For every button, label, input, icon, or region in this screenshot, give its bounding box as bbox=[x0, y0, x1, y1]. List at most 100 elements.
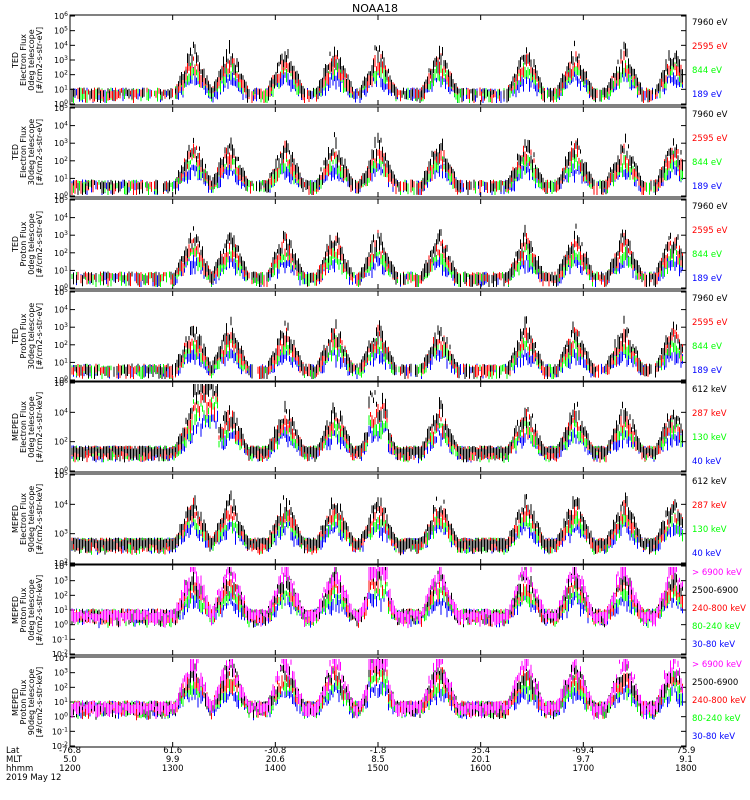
y-tick-label: 102 bbox=[54, 590, 68, 600]
y-tick-label: 100 bbox=[54, 191, 68, 201]
legend-entry: 844 eV bbox=[692, 66, 722, 76]
y-tick-label: 105 bbox=[54, 103, 68, 113]
legend-entry: 80-240 keV bbox=[692, 714, 741, 724]
legend-entry: 130 keV bbox=[692, 433, 727, 443]
y-axis-label: TEDElectron Flux30deg telescope[#/cm2-s-… bbox=[11, 119, 44, 186]
footer-lat: 61.6 bbox=[163, 746, 182, 756]
y-tick-label: 105 bbox=[54, 470, 68, 480]
y-tick-label: 102 bbox=[54, 248, 68, 258]
series-trace bbox=[73, 132, 683, 195]
y-tick-label: 104 bbox=[54, 653, 68, 663]
legend-entry: 7960 eV bbox=[692, 202, 728, 212]
y-tick-label: 101 bbox=[54, 357, 68, 367]
y-tick-label: 10-1 bbox=[52, 726, 68, 736]
panel-3: 100 101 102 103 104 105 TEDProton Flux0deg tel… bbox=[11, 195, 728, 293]
series-trace bbox=[71, 659, 683, 721]
footer-hhmm: 1200 bbox=[59, 764, 81, 774]
legend-entry: 30-80 keV bbox=[692, 640, 735, 650]
y-tick-label: 10-1 bbox=[52, 634, 68, 644]
legend-entry: 2595 eV bbox=[692, 318, 728, 328]
y-tick-label: 101 bbox=[54, 173, 68, 183]
y-axis-label: TEDProton Flux30deg telescope[#/cm2-s-st… bbox=[11, 303, 44, 370]
panel-1: 100 101 102 103 104 105 106 TEDElectron Flux0de… bbox=[11, 11, 728, 109]
legend-entry: 844 eV bbox=[692, 342, 722, 352]
footer-row-label: hhmm bbox=[6, 764, 33, 774]
y-tick-label: 102 bbox=[54, 70, 68, 80]
series-trace bbox=[77, 229, 683, 287]
footer-lat: 35.4 bbox=[471, 746, 490, 756]
series-trace bbox=[71, 384, 683, 463]
legend-entry: 2500-6900 bbox=[692, 678, 738, 688]
y-tick-label: 105 bbox=[54, 26, 68, 36]
footer-hhmm: 1600 bbox=[470, 764, 492, 774]
series-trace bbox=[71, 40, 683, 103]
footer-hhmm: 1500 bbox=[367, 764, 389, 774]
y-axis-label: TEDProton Flux0deg telescope[#/cm2-s-str… bbox=[11, 211, 44, 277]
y-tick-label: 104 bbox=[54, 561, 68, 571]
legend-entry: 7960 eV bbox=[692, 18, 728, 28]
footer-lat: -76.8 bbox=[59, 746, 81, 756]
y-tick-label: 104 bbox=[54, 213, 68, 223]
panel-4: 100 101 102 103 104 105 TEDProton Flux30deg te… bbox=[11, 287, 728, 385]
footer-mlt: 9.1 bbox=[679, 755, 693, 765]
y-tick-label: 100 bbox=[54, 466, 68, 476]
y-axis-label: MEPEDElectron Flux90deg telescope[#/cm2-… bbox=[11, 484, 44, 555]
legend-entry: 189 eV bbox=[692, 90, 722, 100]
legend-entry: 287 keV bbox=[692, 501, 727, 511]
panel-8: 10-2 10-1 100 101 102 103 104 MEPEDProton Flux9… bbox=[11, 653, 746, 751]
legend-entry: 2595 eV bbox=[692, 226, 728, 236]
legend-entry: 7960 eV bbox=[692, 294, 728, 304]
y-tick-label: 100 bbox=[54, 99, 68, 109]
legend-entry: > 6900 keV bbox=[692, 568, 742, 578]
y-axis-label: MEPEDProton Flux90deg telescope[#/cm2-s-… bbox=[11, 667, 44, 738]
legend-entry: 30-80 keV bbox=[692, 732, 735, 742]
legend-entry: 844 eV bbox=[692, 250, 722, 260]
footer-hhmm: 1400 bbox=[265, 764, 287, 774]
legend-entry: 287 keV bbox=[692, 409, 727, 419]
y-axis-label: MEPEDProton Flux0deg telescope[#/cm2-s-s… bbox=[11, 575, 44, 646]
legend-entry: 2595 eV bbox=[692, 134, 728, 144]
y-tick-label: 100 bbox=[54, 712, 68, 722]
footer-row-label: 2019 May 12 bbox=[6, 773, 61, 783]
footer-mlt: 8.5 bbox=[371, 755, 385, 765]
legend-entry: 240-800 keV bbox=[692, 696, 746, 706]
legend-entry: 844 eV bbox=[692, 158, 722, 168]
y-tick-label: 101 bbox=[54, 265, 68, 275]
legend-entry: 2595 eV bbox=[692, 42, 728, 52]
y-tick-label: 101 bbox=[54, 605, 68, 615]
y-tick-label: 103 bbox=[54, 668, 68, 678]
footer-lat: -30.8 bbox=[264, 746, 286, 756]
series-trace bbox=[71, 567, 683, 629]
y-tick-label: 102 bbox=[54, 156, 68, 166]
footer-mlt: 9.9 bbox=[166, 755, 180, 765]
y-tick-label: 104 bbox=[54, 407, 68, 417]
y-axis-label: MEPEDElectron Flux0deg telescope[#/cm2-s… bbox=[11, 392, 44, 463]
y-tick-label: 104 bbox=[54, 499, 68, 509]
y-tick-label: 103 bbox=[54, 322, 68, 332]
panel-6: 102 103 104 105 MEPEDElectron Flux90deg tele… bbox=[11, 470, 727, 568]
y-tick-label: 104 bbox=[54, 121, 68, 131]
footer-lat: 75.9 bbox=[677, 746, 696, 756]
legend-entry: 40 keV bbox=[692, 549, 721, 559]
series-trace bbox=[71, 490, 683, 556]
legend-entry: > 6900 keV bbox=[692, 660, 742, 670]
series-trace bbox=[73, 223, 683, 287]
legend-entry: 612 keV bbox=[692, 385, 727, 395]
series-trace bbox=[74, 315, 683, 379]
y-tick-label: 104 bbox=[54, 40, 68, 50]
y-tick-label: 103 bbox=[54, 529, 68, 539]
y-tick-label: 100 bbox=[54, 620, 68, 630]
panel-5: 100 102 104 106 MEPEDElectron Flux0deg teles… bbox=[11, 378, 727, 476]
y-tick-label: 101 bbox=[54, 84, 68, 94]
y-tick-label: 106 bbox=[54, 11, 68, 21]
legend-entry: 2500-6900 bbox=[692, 586, 738, 596]
legend-entry: 7960 eV bbox=[692, 110, 728, 120]
plot-title: NOAA18 bbox=[352, 2, 398, 15]
footer-hhmm: 1800 bbox=[675, 764, 697, 774]
footer-hhmm: 1300 bbox=[162, 764, 184, 774]
footer-mlt: 20.6 bbox=[266, 755, 285, 765]
y-tick-label: 100 bbox=[54, 283, 68, 293]
footer-mlt: 9.7 bbox=[577, 755, 591, 765]
y-tick-label: 102 bbox=[54, 682, 68, 692]
